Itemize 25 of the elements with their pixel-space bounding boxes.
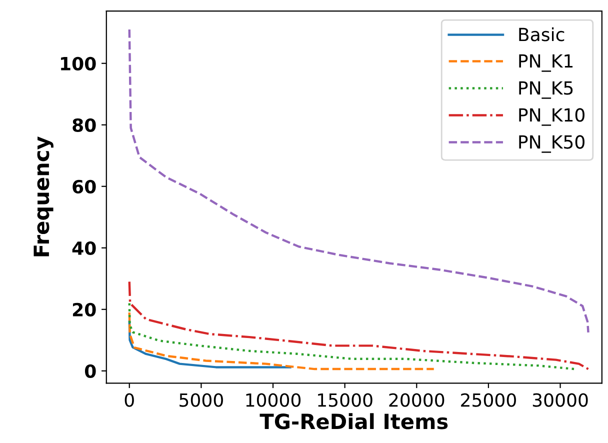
line-series [128,320,292,368]
line-series [128,311,435,370]
legend-label: PN_K1 [519,54,573,72]
x-axis-title: TG-ReDial Items [260,413,448,430]
x-tick-label: 10000 [246,393,301,407]
x-tick-label: 5000 [180,393,223,407]
line-series [128,280,590,370]
x-tick-label: 0 [124,393,134,407]
line-series [128,302,576,370]
legend-label: PN_K50 [519,135,584,153]
y-tick-label: 40 [72,241,96,255]
y-axis-title: Frequency [34,136,54,256]
y-tick-label: 80 [72,118,96,132]
y-tick-label: 60 [72,180,96,194]
x-tick-label: 25000 [461,393,516,407]
x-tick-label: 15000 [318,393,372,407]
y-tick-label: 0 [84,364,96,378]
line-series [128,28,590,334]
x-tick-label: 20000 [389,393,444,407]
y-tick-label: 20 [72,302,96,317]
legend-label: Basic [519,27,564,42]
legend-label: PN_K5 [519,81,573,99]
legend-label: PN_K10 [519,108,584,126]
y-tick-label: 100 [61,56,96,70]
x-tick-label: 30000 [532,393,588,407]
